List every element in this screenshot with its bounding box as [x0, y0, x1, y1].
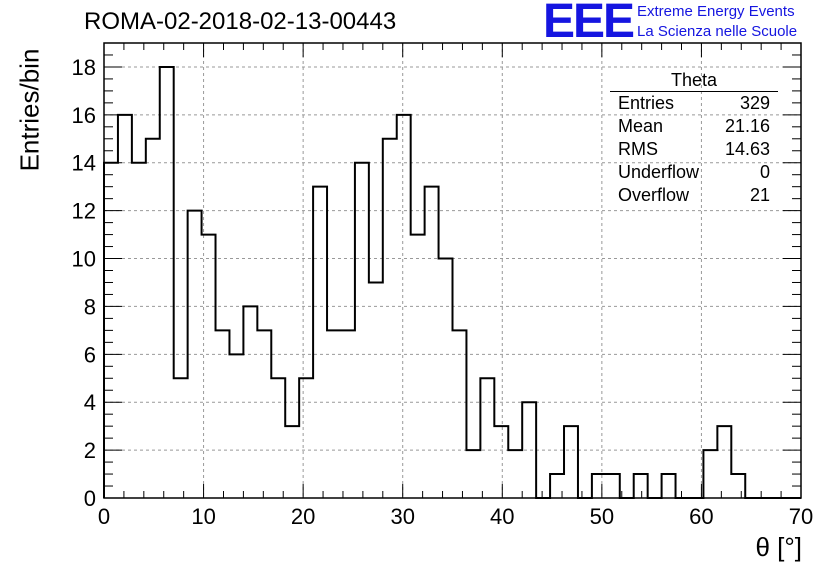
plot-title: ROMA-02-2018-02-13-00443: [84, 8, 397, 35]
histogram-bin: [508, 450, 522, 498]
y-tick-label: 10: [72, 247, 96, 272]
stats-box: Theta Entries 329 Mean 21.16 RMS 14.63 Unde…: [610, 70, 778, 207]
histogram-bin: [662, 474, 676, 498]
histogram-bin: [216, 330, 230, 498]
stats-value: 14.63: [724, 139, 770, 159]
histogram-bin: [634, 474, 648, 498]
histogram-bin: [257, 330, 271, 498]
plot-frame: [103, 42, 802, 499]
stats-label: Mean: [618, 116, 664, 136]
x-tick-label: 60: [689, 504, 713, 529]
histogram-bin: [480, 378, 494, 498]
histogram-bin: [229, 354, 243, 498]
stats-label: Entries: [618, 93, 675, 113]
y-tick-label: 4: [84, 390, 96, 415]
histogram-bin: [606, 474, 620, 498]
y-tick-label: 12: [72, 199, 96, 224]
histogram-bin: [341, 330, 355, 498]
y-tick-label: 14: [72, 151, 96, 176]
histogram-bin: [299, 378, 313, 498]
histogram-outline: [103, 65, 801, 499]
x-axis-label: θ [°]: [755, 532, 802, 562]
stats-row: Overflow 21: [610, 184, 778, 207]
stats-value: 329: [739, 93, 770, 113]
x-tick-label: 10: [191, 504, 215, 529]
histogram-bin: [494, 426, 508, 498]
y-tick-label: 16: [72, 103, 96, 128]
histogram-bin: [313, 187, 327, 498]
histogram-bin: [411, 235, 425, 498]
histogram-bin: [439, 259, 453, 498]
histogram-bin: [327, 330, 341, 498]
y-tick-label: 6: [84, 342, 96, 367]
stats-label: RMS: [618, 139, 658, 159]
histogram-bin: [466, 450, 480, 498]
y-tick-label: 8: [84, 294, 96, 319]
eee-logo: EEE: [543, 0, 635, 48]
x-tick-label: 30: [390, 504, 414, 529]
x-tick-label: 50: [590, 504, 614, 529]
histogram-bin: [383, 139, 397, 498]
histogram-bin: [355, 163, 369, 498]
stats-row: Mean 21.16: [610, 115, 778, 138]
histogram-bin: [592, 474, 606, 498]
stats-label: Overflow: [618, 185, 690, 205]
histogram-bin: [146, 139, 160, 498]
stats-row: Entries 329: [610, 92, 778, 115]
y-tick-label: 2: [84, 438, 96, 463]
stats-label: Underflow: [618, 162, 700, 182]
logo-caption-line1: Extreme Energy Events: [637, 3, 795, 20]
histogram-bin: [731, 474, 745, 498]
stats-value: 21: [749, 185, 770, 205]
stats-title: Theta: [610, 70, 778, 92]
logo-caption: Extreme Energy Events La Scienza nelle S…: [637, 2, 797, 42]
histogram-bin: [564, 426, 578, 498]
histogram-bin: [369, 282, 383, 498]
histogram-bin: [285, 426, 299, 498]
stats-row: RMS 14.63: [610, 138, 778, 161]
stats-row: Underflow 0: [610, 161, 778, 184]
stats-value: 0: [759, 162, 770, 182]
histogram-bin: [132, 163, 146, 498]
logo-caption-line2: La Scienza nelle Scuole: [637, 23, 798, 40]
y-tick-label: 0: [84, 486, 96, 511]
histogram-bin: [453, 330, 467, 498]
histogram-bin: [174, 378, 188, 498]
x-tick-label: 70: [789, 504, 813, 529]
stats-value: 21.16: [724, 116, 770, 136]
histogram-bin: [271, 378, 285, 498]
histogram-bin: [425, 187, 439, 498]
histogram-bin: [703, 450, 717, 498]
histogram-bin: [717, 426, 731, 498]
x-tick-label: 20: [291, 504, 315, 529]
y-tick-label: 18: [72, 55, 96, 80]
x-tick-label: 0: [98, 504, 110, 529]
histogram-bin: [160, 67, 174, 498]
y-axis-label: Entries/bin: [14, 48, 45, 172]
x-tick-label: 40: [490, 504, 514, 529]
